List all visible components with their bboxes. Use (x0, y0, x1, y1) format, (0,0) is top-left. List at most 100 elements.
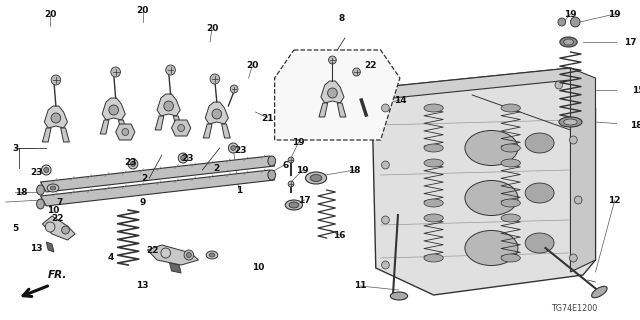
Ellipse shape (465, 131, 518, 165)
Text: 20: 20 (246, 60, 259, 69)
Ellipse shape (310, 174, 322, 181)
Text: 22: 22 (52, 213, 64, 222)
Ellipse shape (50, 186, 56, 190)
Polygon shape (40, 156, 275, 192)
Circle shape (51, 113, 61, 123)
Text: 20: 20 (136, 5, 148, 14)
Text: 20: 20 (44, 10, 56, 19)
Circle shape (574, 196, 582, 204)
Ellipse shape (564, 39, 573, 45)
Circle shape (381, 261, 389, 269)
Polygon shape (42, 216, 75, 240)
Circle shape (179, 153, 188, 163)
Polygon shape (319, 103, 328, 117)
Polygon shape (46, 242, 54, 252)
Circle shape (381, 161, 389, 169)
Polygon shape (155, 116, 164, 130)
Text: 14: 14 (394, 95, 406, 105)
Text: 11: 11 (354, 282, 367, 291)
Circle shape (210, 74, 220, 84)
Text: 23: 23 (30, 167, 43, 177)
Polygon shape (147, 245, 198, 265)
Text: 2: 2 (214, 164, 220, 172)
Polygon shape (116, 124, 135, 140)
Polygon shape (275, 50, 400, 140)
Ellipse shape (591, 286, 607, 298)
Ellipse shape (424, 199, 444, 207)
Polygon shape (337, 103, 346, 117)
Circle shape (353, 68, 360, 76)
Ellipse shape (390, 292, 408, 300)
Circle shape (570, 254, 577, 262)
Circle shape (558, 18, 566, 26)
Circle shape (161, 248, 170, 258)
Circle shape (42, 165, 51, 175)
Circle shape (109, 105, 118, 115)
Circle shape (61, 226, 69, 234)
Text: 15: 15 (632, 85, 640, 94)
Text: 17: 17 (624, 37, 637, 46)
Polygon shape (42, 128, 51, 142)
Ellipse shape (47, 184, 59, 192)
Circle shape (230, 85, 238, 93)
Ellipse shape (559, 117, 582, 127)
Text: 18: 18 (630, 121, 640, 130)
Polygon shape (372, 68, 595, 295)
Ellipse shape (560, 37, 577, 47)
Circle shape (288, 181, 294, 187)
Polygon shape (321, 81, 344, 103)
Text: 18: 18 (348, 165, 361, 174)
Ellipse shape (206, 251, 218, 259)
Polygon shape (173, 116, 182, 130)
Circle shape (45, 222, 55, 232)
Text: 20: 20 (206, 23, 218, 33)
Polygon shape (157, 94, 180, 116)
Ellipse shape (36, 199, 44, 209)
Ellipse shape (501, 254, 520, 262)
Text: 23: 23 (235, 146, 247, 155)
Circle shape (212, 109, 221, 119)
Circle shape (381, 216, 389, 224)
Circle shape (228, 143, 238, 153)
Text: 10: 10 (47, 205, 59, 214)
Polygon shape (40, 170, 275, 206)
Ellipse shape (424, 214, 444, 222)
Ellipse shape (424, 104, 444, 112)
Ellipse shape (36, 185, 44, 195)
Polygon shape (570, 68, 595, 272)
Ellipse shape (268, 170, 276, 180)
Polygon shape (221, 124, 230, 138)
Ellipse shape (424, 144, 444, 152)
Text: FR.: FR. (48, 270, 68, 280)
Ellipse shape (285, 200, 303, 210)
Polygon shape (204, 124, 212, 138)
Text: 4: 4 (108, 253, 114, 262)
Text: 23: 23 (124, 157, 136, 166)
Text: 5: 5 (12, 223, 19, 233)
Ellipse shape (525, 133, 554, 153)
Text: 22: 22 (365, 60, 377, 69)
Circle shape (164, 101, 173, 111)
Polygon shape (170, 263, 181, 273)
Circle shape (166, 65, 175, 75)
Polygon shape (172, 120, 191, 136)
Circle shape (111, 67, 120, 77)
Polygon shape (44, 106, 67, 128)
Ellipse shape (424, 254, 444, 262)
Text: 18: 18 (15, 188, 28, 196)
Circle shape (328, 88, 337, 98)
Circle shape (122, 129, 129, 135)
Text: 17: 17 (298, 196, 311, 204)
Circle shape (186, 252, 191, 258)
Ellipse shape (289, 202, 299, 208)
Ellipse shape (501, 159, 520, 167)
Ellipse shape (465, 230, 518, 266)
Text: 13: 13 (30, 244, 43, 252)
Polygon shape (118, 120, 127, 134)
Ellipse shape (209, 253, 215, 257)
Text: 19: 19 (564, 10, 577, 19)
Text: 19: 19 (296, 165, 309, 174)
Ellipse shape (424, 159, 444, 167)
Ellipse shape (501, 104, 520, 112)
Text: 3: 3 (12, 143, 19, 153)
